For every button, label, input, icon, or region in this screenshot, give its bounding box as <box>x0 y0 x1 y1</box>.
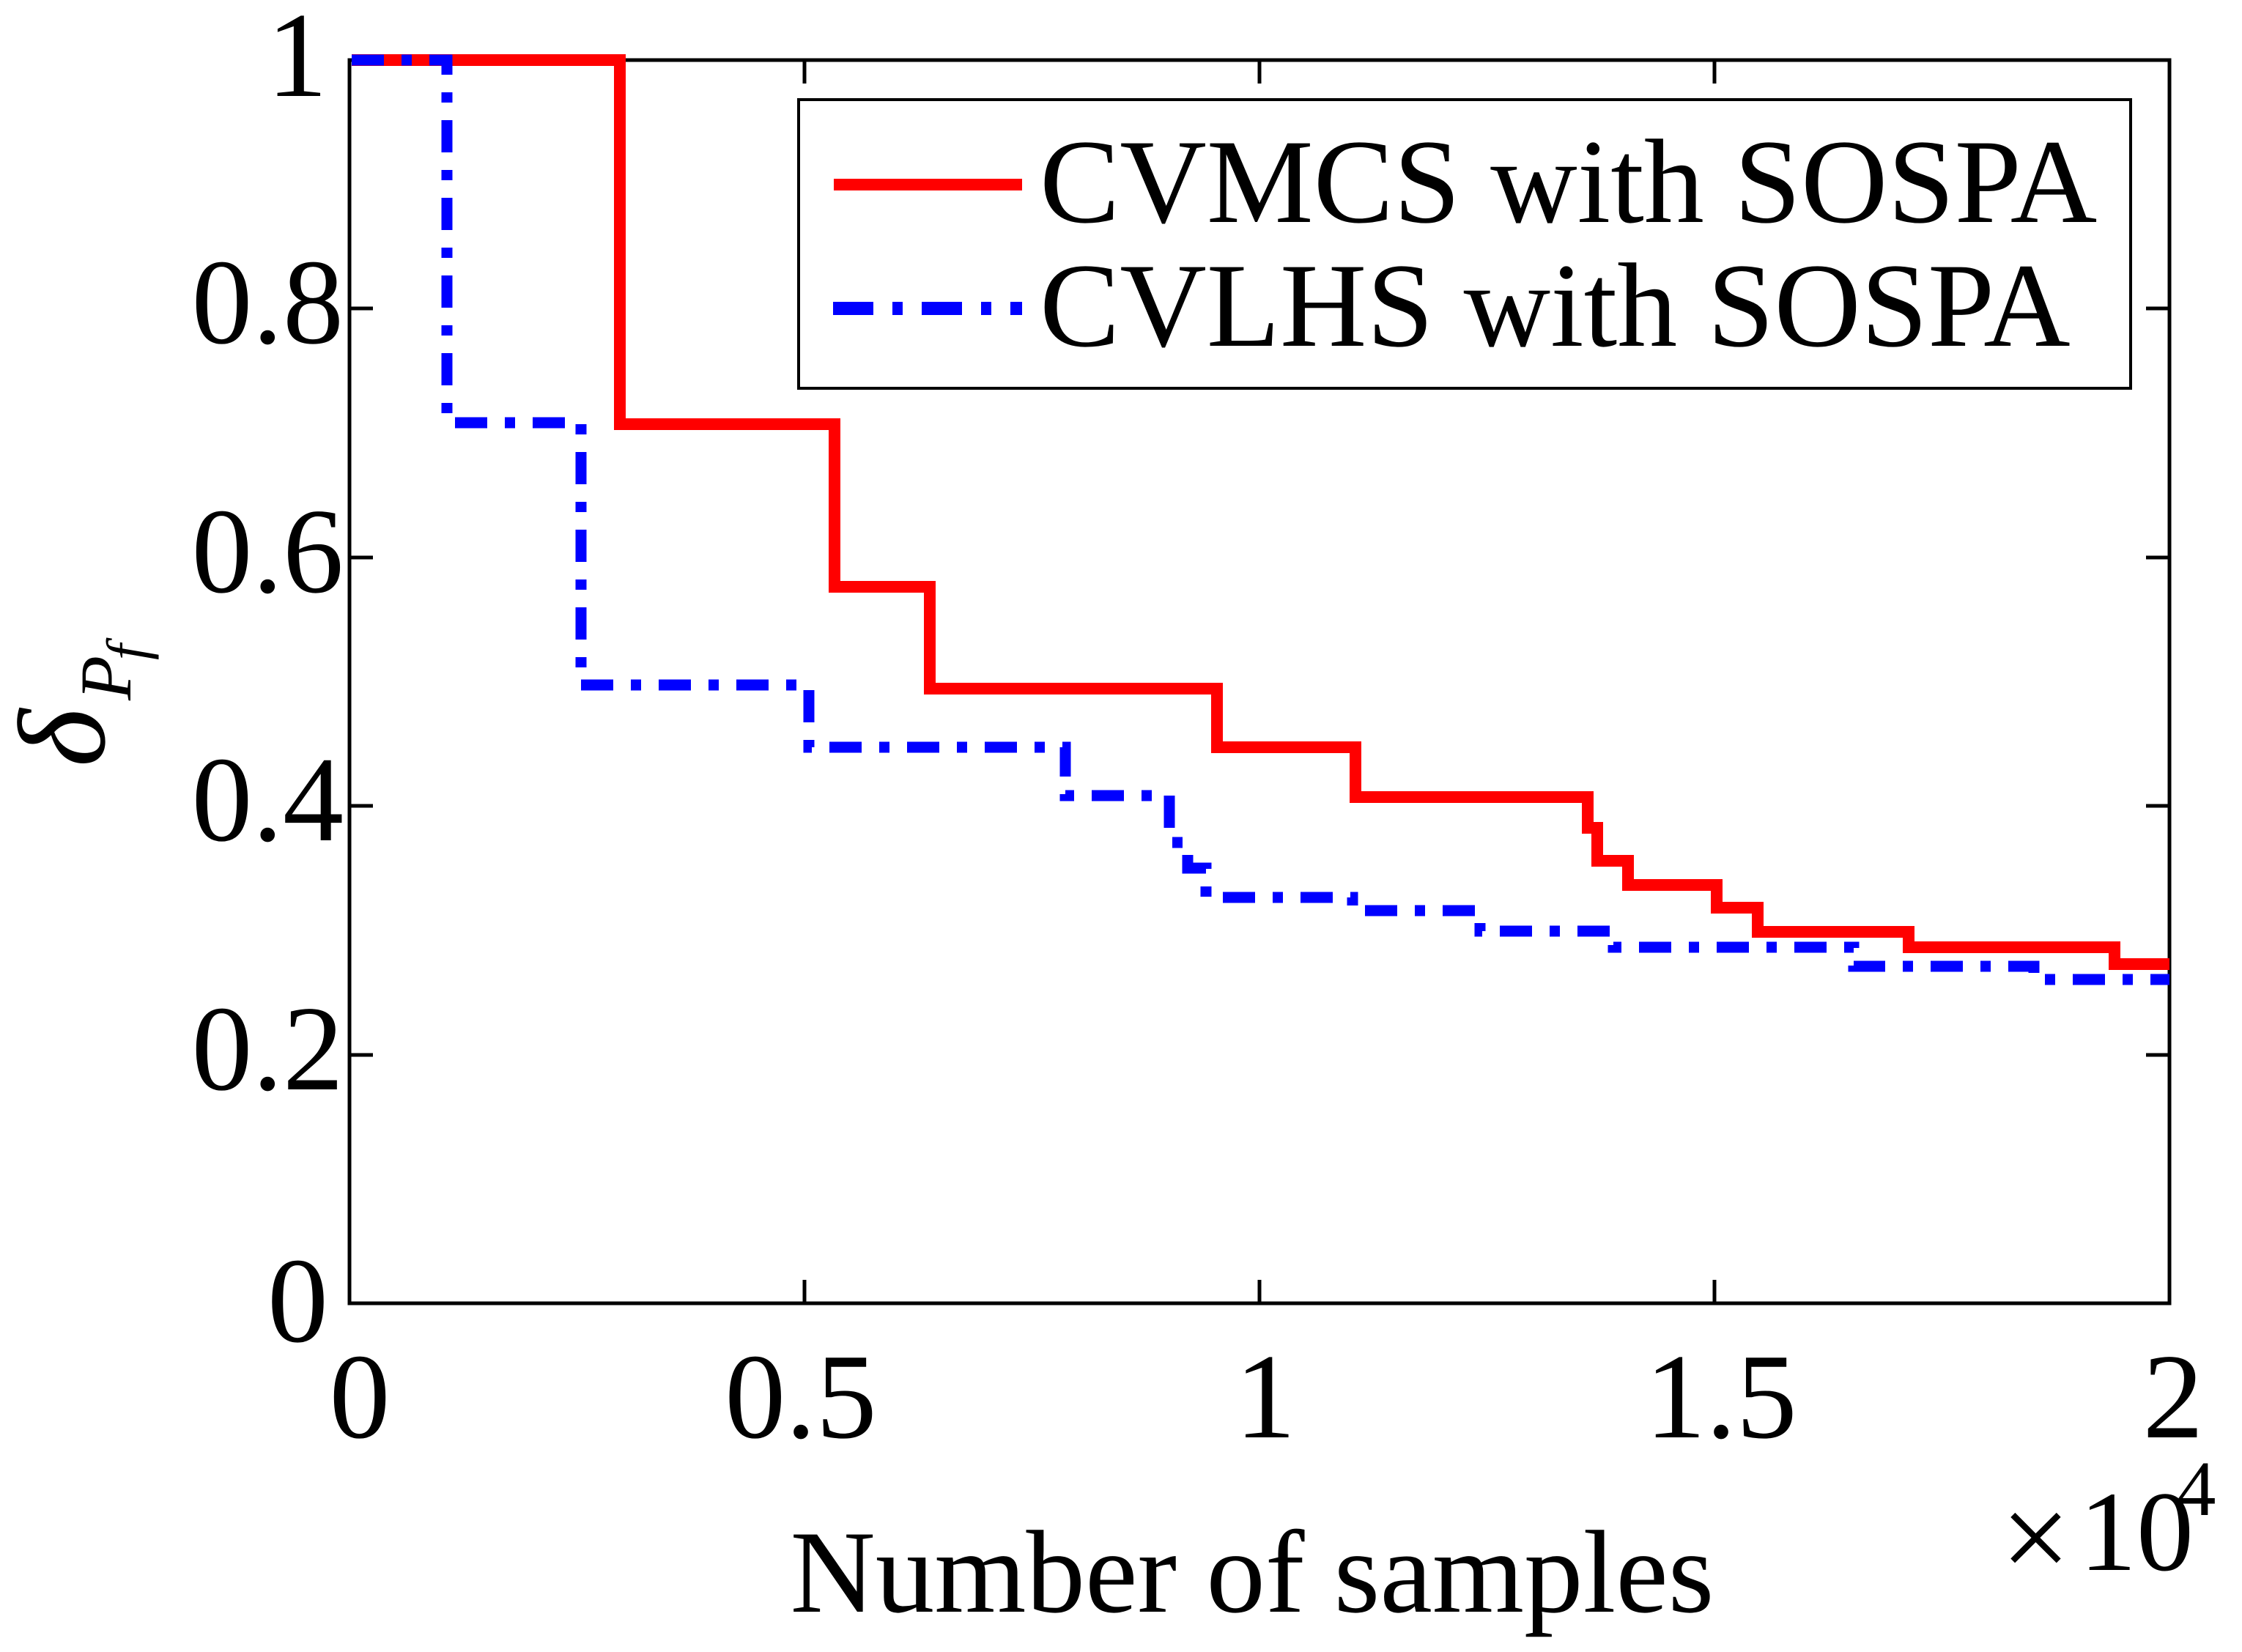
svg-text:1: 1 <box>1235 1329 1296 1464</box>
svg-text:0.5: 0.5 <box>725 1329 877 1464</box>
svg-text:0: 0 <box>267 1233 328 1368</box>
svg-text:Number of samples: Number of samples <box>791 1507 1714 1637</box>
svg-text:10: 10 <box>2079 1468 2194 1595</box>
svg-text:P: P <box>65 656 147 701</box>
svg-text:CVLHS with SOSPA: CVLHS with SOSPA <box>1040 240 2071 372</box>
svg-text:0.4: 0.4 <box>192 732 344 867</box>
svg-text:2: 2 <box>2143 1329 2204 1464</box>
svg-text:CVMCS with SOSPA: CVMCS with SOSPA <box>1040 116 2097 248</box>
svg-text:0.6: 0.6 <box>192 484 344 618</box>
svg-text:0: 0 <box>330 1329 391 1464</box>
svg-text:4: 4 <box>2177 1446 2216 1533</box>
svg-text:1: 1 <box>267 0 328 122</box>
svg-text:δ: δ <box>0 707 131 767</box>
svg-text:0.8: 0.8 <box>192 234 344 369</box>
svg-text:×: × <box>2001 1470 2071 1606</box>
svg-text:1.5: 1.5 <box>1645 1329 1797 1464</box>
svg-text:0.2: 0.2 <box>192 981 344 1116</box>
